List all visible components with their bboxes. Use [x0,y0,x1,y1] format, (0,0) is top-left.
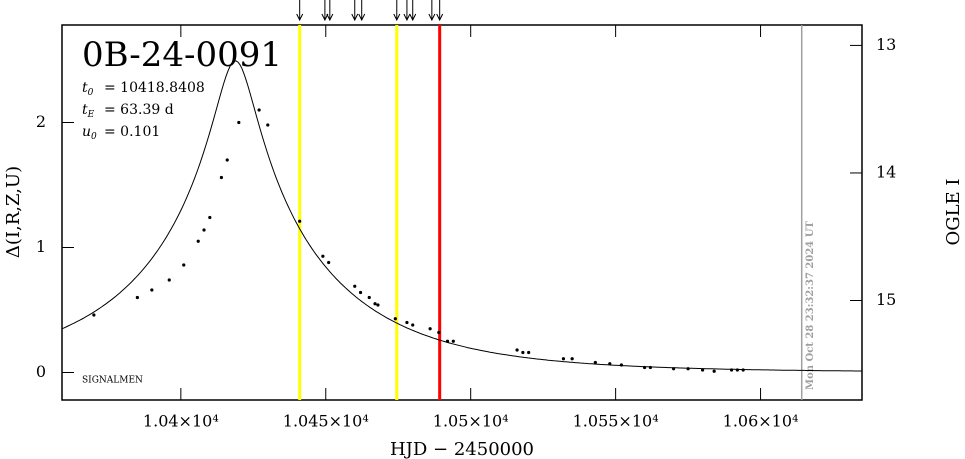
model-curve [61,60,862,372]
epoch-arrow [296,0,304,22]
epoch-arrow [326,0,334,22]
epoch-arrow [403,0,411,22]
timestamp: Mon Oct 28 23:32:37 2024 UT [805,221,816,390]
epoch-arrow [409,0,417,22]
data-point [167,278,171,282]
data-point [451,339,455,343]
data-point [527,350,531,355]
data-point [321,254,325,258]
param-value: = 0.101 [104,124,160,140]
data-point [202,228,206,232]
y2-tick-label: 15 [876,290,896,309]
data-point [643,365,647,370]
data-point [411,323,415,327]
data-point [196,239,200,243]
chart-title: 0B-24-0091 [82,35,282,75]
epoch-arrow [428,0,436,22]
data-point [593,360,597,365]
plot-frame [61,24,863,401]
y-axis-label: Δ(I,R,Z,U) [3,166,24,258]
param-sub: E [87,110,95,120]
data-point [608,362,612,366]
data-point [393,317,397,321]
data-point [237,120,241,125]
data-point [686,367,690,371]
param-sub: 0 [91,132,97,142]
data-point [376,303,380,307]
data-point [648,365,653,370]
data-point [298,219,302,223]
data-point [515,348,519,352]
y2-tick-label: 13 [876,35,896,54]
footnote: SIGNALMEN [82,376,143,386]
x-tick-label: 1.06×10⁴ [723,412,799,431]
data-point [521,350,525,355]
data-point [735,368,739,372]
data-point [570,357,574,361]
y-tick-label: 0 [36,362,46,381]
epoch-arrow [351,0,359,22]
param-symbol: u [82,124,91,140]
data-point [358,290,363,295]
data-point [266,123,270,127]
param-value: = 63.39 d [104,102,174,118]
y2-tick-label: 14 [876,162,896,181]
data-point [327,260,331,265]
data-point [373,302,377,306]
epoch-arrow [321,0,329,22]
epoch-arrow [393,0,401,22]
param-sub: 0 [88,88,94,98]
param-label: u0 [82,124,97,142]
data-point [619,363,624,367]
data-point [700,368,705,372]
data-point [225,158,229,162]
data-point [561,357,566,361]
data-point [741,368,745,372]
x-tick-label: 1.04×10⁴ [143,412,219,431]
data-point [712,369,716,373]
data-point [437,330,441,335]
data-point [92,313,96,317]
data-point [135,295,139,300]
x-tick-label: 1.045×10⁴ [283,412,369,431]
data-point [445,339,450,343]
epoch-arrow [358,0,366,22]
data-point [219,175,224,180]
param-value: = 10418.8408 [104,80,205,96]
data-point [150,288,154,292]
y-tick-label: 1 [36,237,46,256]
data-point [428,327,432,331]
data-point [729,368,734,372]
x-axis-label: HJD − 2450000 [390,439,534,459]
data-point [405,320,409,325]
param-label: t0 [82,80,94,98]
epoch-arrow [436,0,444,22]
data-point [367,295,371,300]
param-symbol: t [82,80,88,96]
param-symbol: t [82,102,88,118]
param-label: tE [82,102,95,120]
data-point [671,367,676,371]
y-tick-label: 2 [36,112,46,131]
y2-axis-label: OGLE I [943,178,964,245]
data-point [208,215,212,220]
x-tick-label: 1.05×10⁴ [433,412,509,431]
data-point [257,108,261,112]
x-tick-label: 1.055×10⁴ [573,412,659,431]
data-point [353,284,357,288]
data-point [182,263,186,267]
